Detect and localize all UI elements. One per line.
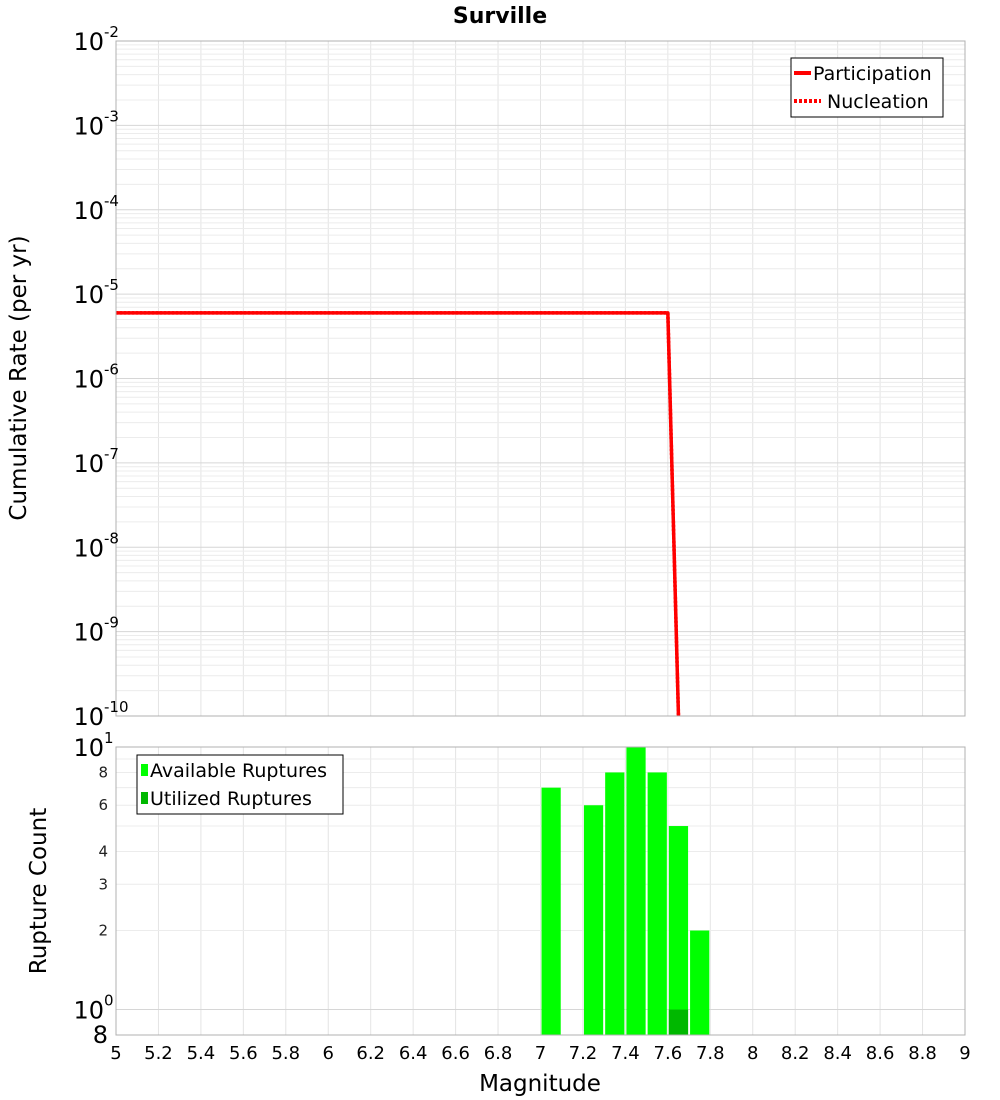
available-rupture-bar bbox=[605, 772, 625, 1035]
magnitude-x-tick-label: 5.2 bbox=[144, 1043, 173, 1064]
rate-panel: 10-210-310-410-510-610-710-810-910-10 Cu… bbox=[6, 23, 966, 731]
available-rupture-bar bbox=[541, 787, 561, 1035]
rupture-y-bottom-tick-label: 8 bbox=[93, 1021, 108, 1049]
rate-y-tick-exponent: -4 bbox=[104, 192, 119, 210]
rate-y-tick-exponent: -10 bbox=[104, 698, 129, 716]
magnitude-x-tick-label: 6.6 bbox=[441, 1043, 470, 1064]
rupture-y-tick-label: 10 bbox=[73, 734, 104, 762]
rate-legend-box bbox=[790, 57, 944, 118]
rate-y-tick-label: 10 bbox=[73, 703, 104, 731]
utilized-rupture-bar bbox=[668, 1009, 689, 1035]
rate-y-tick-exponent: -8 bbox=[104, 529, 119, 547]
magnitude-x-tick-label: 5.6 bbox=[229, 1043, 258, 1064]
rate-y-tick-exponent: -3 bbox=[104, 107, 119, 125]
chart-title: Surville bbox=[453, 4, 547, 29]
rupture-y-minor-tick-label: 4 bbox=[98, 842, 108, 860]
rate-y-tick-exponent: -7 bbox=[104, 445, 119, 463]
legend-utilized-label: Utilized Ruptures bbox=[150, 788, 312, 810]
legend-utilized-swatch bbox=[141, 792, 148, 804]
magnitude-x-tick-label: 8.2 bbox=[781, 1043, 810, 1064]
rate-y-ticks: 10-210-310-410-510-610-710-810-910-10 bbox=[73, 23, 128, 731]
rupture-plot-frame bbox=[115, 746, 966, 1036]
rate-y-tick-label: 10 bbox=[73, 197, 104, 225]
rupture-y-minor-tick-label: 3 bbox=[98, 875, 108, 893]
rate-y-tick-label: 10 bbox=[73, 619, 104, 647]
rate-y-tick-exponent: -6 bbox=[104, 361, 119, 379]
rupture-y-tick-exponent: 1 bbox=[104, 729, 114, 747]
rupture-y-minor-tick-label: 6 bbox=[98, 796, 108, 814]
available-rupture-bar bbox=[626, 747, 646, 1035]
magnitude-x-tick-label: 8 bbox=[747, 1043, 758, 1064]
magnitude-x-tick-label: 8.4 bbox=[823, 1043, 852, 1064]
rupture-y-tick-label: 10 bbox=[73, 997, 104, 1025]
rate-y-tick-label: 10 bbox=[73, 112, 104, 140]
magnitude-x-tick-label: 9 bbox=[959, 1043, 970, 1064]
available-rupture-bar bbox=[690, 930, 710, 1035]
magnitude-x-tick-label: 6.8 bbox=[484, 1043, 513, 1064]
magnitude-x-axis-label: Magnitude bbox=[479, 1071, 601, 1097]
legend-available-label: Available Ruptures bbox=[150, 760, 327, 782]
magnitude-x-tick-label: 7.6 bbox=[654, 1043, 683, 1064]
rate-y-tick-exponent: -5 bbox=[104, 276, 119, 294]
rupture-legend: Available Ruptures Utilized Ruptures bbox=[136, 754, 344, 815]
rate-y-axis-label: Cumulative Rate (per yr) bbox=[6, 235, 32, 520]
magnitude-x-tick-label: 7 bbox=[535, 1043, 546, 1064]
rupture-legend-box bbox=[136, 754, 344, 815]
magnitude-x-tick-label: 5.8 bbox=[271, 1043, 300, 1064]
legend-available-swatch bbox=[141, 764, 148, 776]
rupture-y-minor-tick-label: 2 bbox=[98, 922, 108, 940]
rate-y-tick-label: 10 bbox=[73, 366, 104, 394]
rupture-y-minor-tick-label: 8 bbox=[98, 763, 108, 781]
rate-y-tick-label: 10 bbox=[73, 534, 104, 562]
magnitude-x-tick-label: 7.2 bbox=[569, 1043, 598, 1064]
rate-y-tick-exponent: -2 bbox=[104, 23, 119, 41]
rupture-y-axis-label: Rupture Count bbox=[26, 808, 52, 974]
rupture-bars bbox=[541, 747, 710, 1035]
magnitude-x-tick-label: 5 bbox=[110, 1043, 121, 1064]
magnitude-x-tick-label: 8.8 bbox=[908, 1043, 937, 1064]
magnitude-x-tick-label: 5.4 bbox=[187, 1043, 216, 1064]
available-rupture-bar bbox=[668, 826, 689, 1035]
magnitude-x-ticks: 5 5.2 5.4 5.6 5.8 6 6.2 6.4 6.6 6.8 7 7.2 7.4 7.6 7.8 8… bbox=[110, 1043, 970, 1064]
magnitude-x-tick-label: 7.8 bbox=[696, 1043, 725, 1064]
rate-y-tick-label: 10 bbox=[73, 28, 104, 56]
rate-y-tick-exponent: -9 bbox=[104, 614, 119, 632]
rupture-y-tick-exponent: 0 bbox=[104, 992, 114, 1010]
legend-nucleation-label: Nucleation bbox=[827, 91, 929, 113]
rate-y-tick-label: 10 bbox=[73, 281, 104, 309]
rate-grid bbox=[115, 41, 966, 717]
rate-series bbox=[116, 311, 681, 717]
available-rupture-bar bbox=[583, 805, 604, 1035]
rate-y-tick-label: 10 bbox=[73, 450, 104, 478]
legend-participation-label: Participation bbox=[813, 63, 932, 85]
magnitude-x-tick-label: 6.2 bbox=[356, 1043, 385, 1064]
nucleation-line bbox=[116, 311, 681, 717]
rate-plot-frame bbox=[115, 40, 966, 717]
magnitude-x-tick-label: 6.4 bbox=[399, 1043, 428, 1064]
magnitude-x-tick-label: 7.4 bbox=[611, 1043, 640, 1064]
available-rupture-bar bbox=[647, 772, 667, 1035]
rate-legend: Participation Nucleation bbox=[790, 57, 944, 118]
magnitude-x-tick-label: 8.6 bbox=[866, 1043, 895, 1064]
magnitude-x-tick-label: 6 bbox=[323, 1043, 334, 1064]
